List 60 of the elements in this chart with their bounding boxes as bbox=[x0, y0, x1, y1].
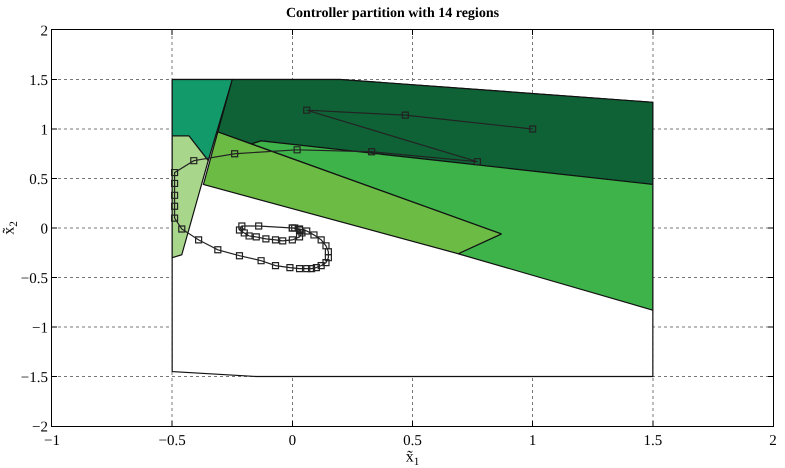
point bbox=[322, 242, 330, 250]
point bbox=[262, 235, 270, 242]
y-tick-label: 0.5 bbox=[29, 172, 48, 188]
point bbox=[255, 222, 262, 230]
point bbox=[303, 264, 310, 272]
y-tick-label: 1 bbox=[40, 122, 48, 138]
point bbox=[238, 222, 246, 230]
point bbox=[303, 106, 310, 114]
y-tick-label: −1.5 bbox=[20, 370, 48, 386]
point bbox=[272, 262, 280, 270]
point bbox=[286, 264, 294, 272]
point bbox=[318, 262, 325, 270]
x-tick-label: 1.5 bbox=[643, 433, 662, 449]
point bbox=[170, 214, 178, 222]
point bbox=[272, 236, 280, 244]
point bbox=[288, 236, 296, 244]
x-tick-label: 0 bbox=[288, 433, 296, 449]
chart-title: Controller partition with 14 regions bbox=[286, 6, 500, 21]
point bbox=[294, 146, 301, 154]
point bbox=[231, 150, 238, 158]
x-axis-title: x̃$_{1}$ bbox=[406, 448, 420, 468]
point bbox=[308, 264, 316, 272]
point bbox=[236, 252, 244, 260]
point bbox=[178, 225, 186, 233]
y-tick-label: 2 bbox=[40, 23, 48, 40]
point bbox=[170, 202, 178, 210]
point bbox=[296, 264, 304, 272]
y-tick-label: 0 bbox=[40, 221, 48, 238]
point bbox=[303, 227, 310, 235]
point bbox=[322, 259, 330, 266]
point bbox=[170, 168, 178, 176]
point bbox=[236, 226, 244, 234]
point bbox=[368, 148, 376, 156]
y-tick-label: −0.5 bbox=[20, 270, 48, 287]
point bbox=[296, 233, 304, 241]
point bbox=[214, 246, 222, 254]
point bbox=[529, 125, 536, 133]
point bbox=[318, 236, 325, 244]
x-tick-label: 0.5 bbox=[403, 433, 422, 449]
y-tick-label: 1.5 bbox=[29, 72, 48, 89]
x-tick-label: −0.5 bbox=[158, 433, 186, 449]
point bbox=[252, 233, 260, 241]
point bbox=[240, 229, 248, 237]
point bbox=[170, 180, 178, 188]
point bbox=[190, 157, 198, 164]
point bbox=[195, 236, 202, 244]
point bbox=[474, 158, 481, 166]
point bbox=[310, 231, 318, 239]
x-tick-label: 1 bbox=[528, 433, 536, 449]
point bbox=[257, 257, 265, 264]
point bbox=[245, 232, 253, 240]
y-tick-label: −1 bbox=[32, 320, 48, 336]
point bbox=[170, 192, 178, 199]
point bbox=[279, 237, 286, 244]
point bbox=[324, 254, 332, 262]
y-tick-label: −2 bbox=[32, 419, 48, 436]
x-tick-label: 2 bbox=[769, 433, 777, 449]
point bbox=[402, 112, 409, 119]
point bbox=[324, 248, 332, 256]
point bbox=[312, 264, 320, 272]
